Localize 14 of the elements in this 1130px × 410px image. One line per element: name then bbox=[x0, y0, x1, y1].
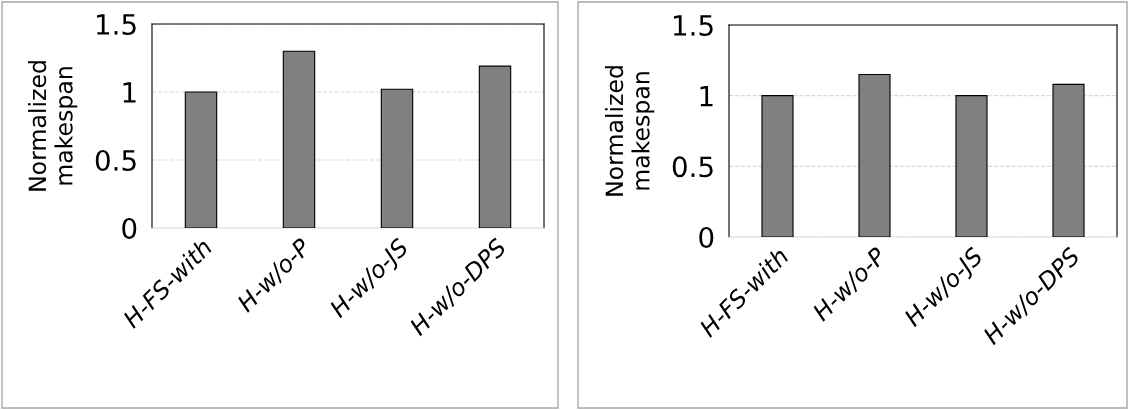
y-axis-title: Normalized makespan bbox=[604, 66, 655, 196]
y-tick-label: 1 bbox=[123, 82, 136, 103]
y-tick-label: 1.5 bbox=[673, 15, 713, 36]
bar bbox=[184, 91, 218, 228]
y-tick-label: 0 bbox=[122, 217, 137, 239]
y-tick-label: 1 bbox=[700, 85, 713, 107]
y-axis-title: Normalized makespan bbox=[27, 61, 78, 191]
y-tick-label: 0.5 bbox=[672, 156, 713, 178]
y-tick-label: 0.5 bbox=[95, 149, 136, 171]
bar bbox=[478, 65, 512, 228]
bar bbox=[380, 88, 414, 228]
y-tick-label: 0 bbox=[699, 226, 714, 248]
y-tick-label: 1.5 bbox=[96, 14, 136, 35]
bar bbox=[282, 50, 316, 228]
